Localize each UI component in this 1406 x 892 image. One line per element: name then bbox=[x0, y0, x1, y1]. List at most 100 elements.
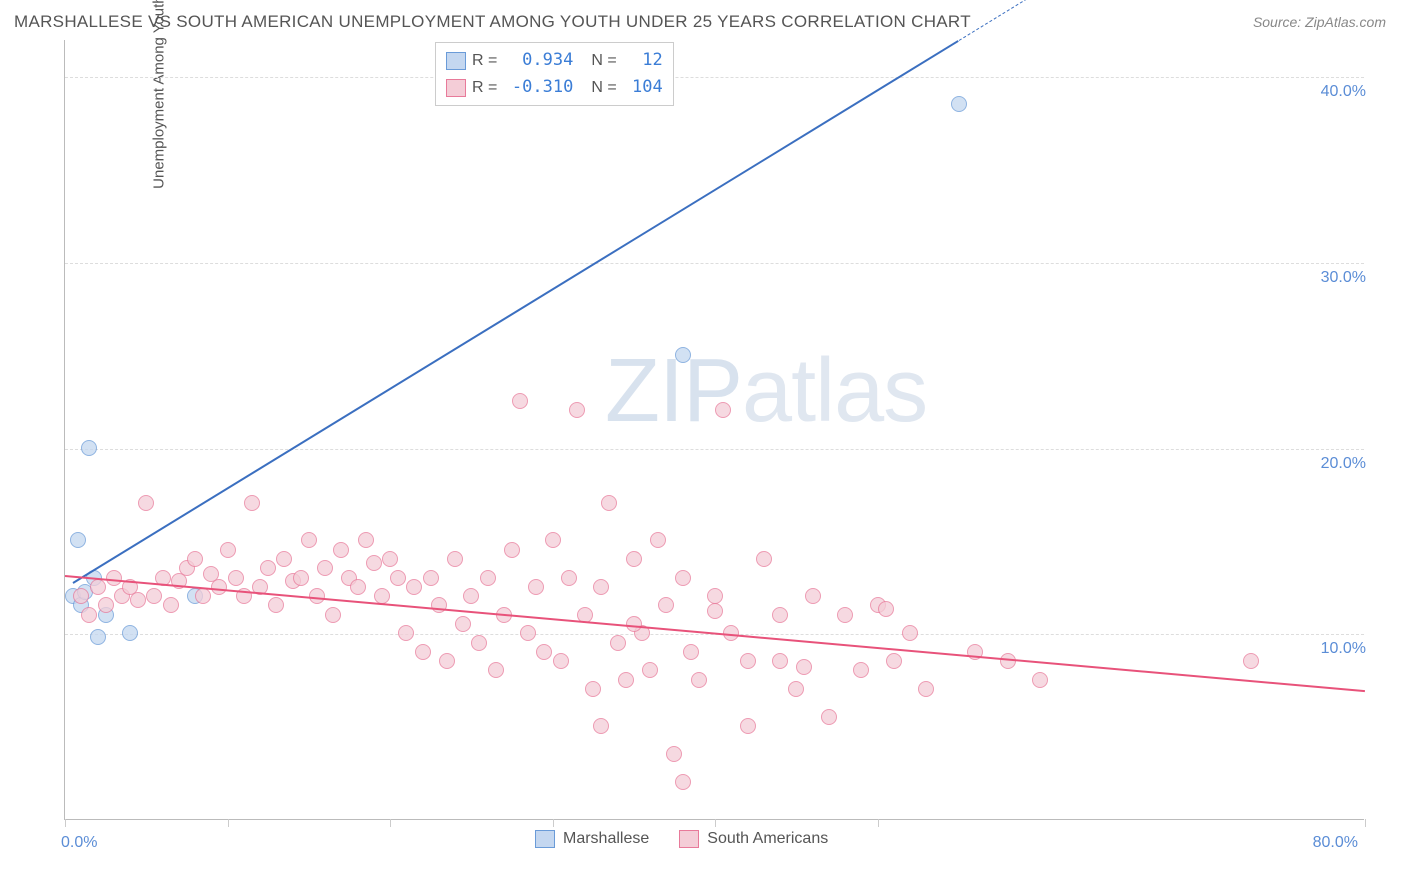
data-point bbox=[772, 607, 788, 623]
data-point bbox=[276, 551, 292, 567]
legend-label: Marshallese bbox=[563, 830, 649, 848]
legend-item: Marshallese bbox=[535, 830, 649, 848]
data-point bbox=[146, 588, 162, 604]
data-point bbox=[138, 495, 154, 511]
data-point bbox=[431, 597, 447, 613]
x-tick-label: 0.0% bbox=[61, 834, 97, 852]
source-prefix: Source: bbox=[1253, 14, 1305, 30]
legend-swatch bbox=[446, 52, 466, 70]
data-point bbox=[398, 625, 414, 641]
data-point bbox=[618, 672, 634, 688]
data-point bbox=[333, 542, 349, 558]
data-point bbox=[796, 659, 812, 675]
data-point bbox=[658, 597, 674, 613]
x-tick bbox=[65, 819, 66, 827]
source-name: ZipAtlas.com bbox=[1305, 14, 1386, 30]
data-point bbox=[902, 625, 918, 641]
data-point bbox=[626, 551, 642, 567]
x-tick bbox=[1365, 819, 1366, 827]
data-point bbox=[301, 532, 317, 548]
data-point bbox=[918, 681, 934, 697]
data-point bbox=[853, 662, 869, 678]
data-point bbox=[715, 402, 731, 418]
data-point bbox=[98, 597, 114, 613]
data-point bbox=[130, 592, 146, 608]
data-point bbox=[756, 551, 772, 567]
data-point bbox=[650, 532, 666, 548]
data-point bbox=[122, 625, 138, 641]
header: MARSHALLESE VS SOUTH AMERICAN UNEMPLOYME… bbox=[0, 0, 1406, 40]
data-point bbox=[512, 393, 528, 409]
r-value: -0.310 bbox=[503, 74, 573, 101]
x-tick bbox=[553, 819, 554, 827]
data-point bbox=[683, 644, 699, 660]
data-point bbox=[390, 570, 406, 586]
legend-row: R = -0.310N = 104 bbox=[446, 74, 663, 101]
data-point bbox=[415, 644, 431, 660]
data-point bbox=[90, 629, 106, 645]
data-point bbox=[106, 570, 122, 586]
data-point bbox=[439, 653, 455, 669]
watermark-zip: ZIP bbox=[605, 341, 742, 441]
data-point bbox=[81, 607, 97, 623]
data-point bbox=[163, 597, 179, 613]
watermark-atlas: atlas bbox=[742, 341, 927, 441]
series-legend: Marshallese South Americans bbox=[535, 830, 828, 848]
source-attribution: Source: ZipAtlas.com bbox=[1253, 14, 1386, 30]
data-point bbox=[878, 601, 894, 617]
data-point bbox=[707, 603, 723, 619]
y-tick-label: 30.0% bbox=[1321, 269, 1366, 287]
x-tick bbox=[715, 819, 716, 827]
n-label: N = bbox=[591, 48, 616, 74]
data-point bbox=[553, 653, 569, 669]
y-tick-label: 10.0% bbox=[1321, 640, 1366, 658]
data-point bbox=[520, 625, 536, 641]
data-point bbox=[350, 579, 366, 595]
data-point bbox=[220, 542, 236, 558]
y-tick-label: 40.0% bbox=[1321, 83, 1366, 101]
data-point bbox=[406, 579, 422, 595]
data-point bbox=[455, 616, 471, 632]
data-point bbox=[691, 672, 707, 688]
n-label: N = bbox=[591, 75, 616, 101]
plot-region: ZIPatlas 10.0%20.0%30.0%40.0%0.0%80.0%R … bbox=[64, 40, 1364, 820]
data-point bbox=[585, 681, 601, 697]
data-point bbox=[358, 532, 374, 548]
data-point bbox=[244, 495, 260, 511]
data-point bbox=[488, 662, 504, 678]
data-point bbox=[382, 551, 398, 567]
data-point bbox=[545, 532, 561, 548]
data-point bbox=[593, 718, 609, 734]
data-point bbox=[447, 551, 463, 567]
data-point bbox=[788, 681, 804, 697]
correlation-legend: R = 0.934N = 12R = -0.310N = 104 bbox=[435, 42, 674, 106]
gridline bbox=[65, 77, 1364, 78]
data-point bbox=[260, 560, 276, 576]
data-point bbox=[366, 555, 382, 571]
data-point bbox=[601, 495, 617, 511]
n-value: 12 bbox=[623, 47, 663, 74]
x-tick bbox=[390, 819, 391, 827]
data-point bbox=[561, 570, 577, 586]
x-tick bbox=[228, 819, 229, 827]
data-point bbox=[642, 662, 658, 678]
data-point bbox=[187, 551, 203, 567]
data-point bbox=[821, 709, 837, 725]
data-point bbox=[81, 440, 97, 456]
data-point bbox=[569, 402, 585, 418]
data-point bbox=[886, 653, 902, 669]
legend-row: R = 0.934N = 12 bbox=[446, 47, 663, 74]
data-point bbox=[293, 570, 309, 586]
y-tick-label: 20.0% bbox=[1321, 455, 1366, 473]
data-point bbox=[805, 588, 821, 604]
data-point bbox=[610, 635, 626, 651]
data-point bbox=[707, 588, 723, 604]
data-point bbox=[480, 570, 496, 586]
gridline bbox=[65, 449, 1364, 450]
x-tick-label: 80.0% bbox=[1313, 834, 1358, 852]
data-point bbox=[675, 570, 691, 586]
data-point bbox=[951, 96, 967, 112]
legend-item: South Americans bbox=[679, 830, 828, 848]
legend-swatch bbox=[535, 830, 555, 848]
data-point bbox=[1032, 672, 1048, 688]
